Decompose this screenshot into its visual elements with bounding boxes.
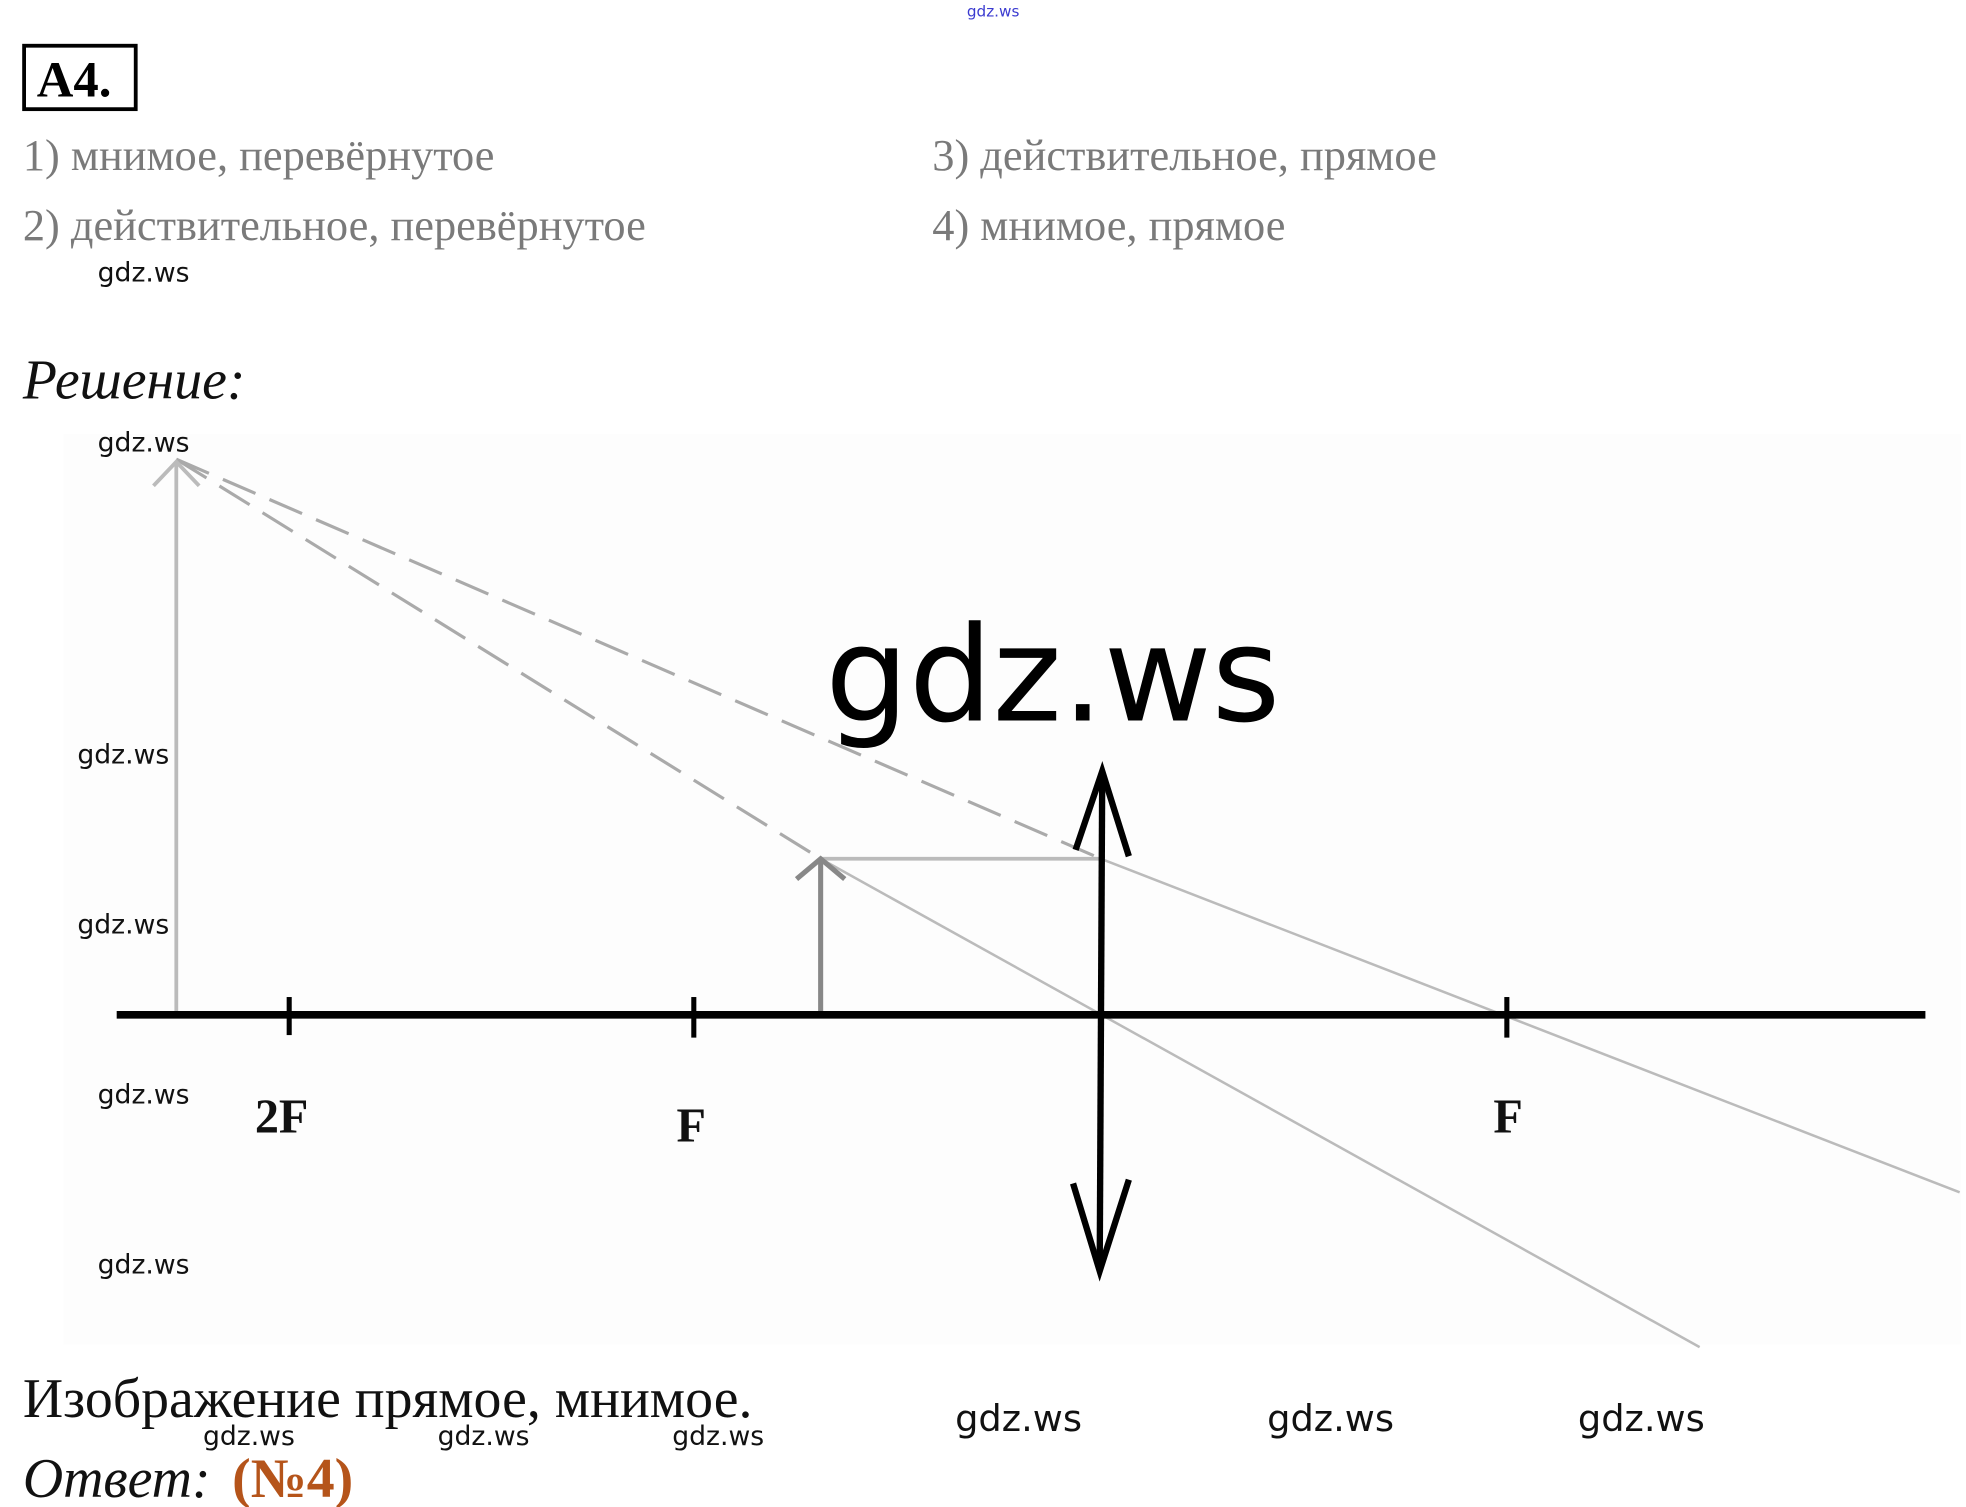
option-1: 1) мнимое, перевёрнутое xyxy=(23,130,495,180)
lens-bottom-arrow-icon xyxy=(1070,1178,1132,1282)
dashed-extension-center xyxy=(175,457,822,861)
watermark: gdz.ws xyxy=(203,1421,295,1452)
option-3: 3) действительное, прямое xyxy=(932,130,1437,180)
dashed-extension-focus xyxy=(175,457,1102,861)
lens-diagram: 2F F F gdz.ws xyxy=(63,433,1961,1349)
watermark: gdz.ws xyxy=(98,1250,190,1281)
watermark: gdz.ws xyxy=(98,258,190,289)
watermark: gdz.ws xyxy=(77,910,169,941)
object-arrowhead-icon xyxy=(794,855,847,882)
option-4: 4) мнимое, прямое xyxy=(932,200,1285,250)
lens-top-arrow-icon xyxy=(1072,761,1132,858)
converging-lens xyxy=(1096,771,1106,1272)
watermark: gdz.ws xyxy=(1578,1397,1705,1440)
watermark-top: gdz.ws xyxy=(967,3,1020,21)
option-2: 2) действительное, перевёрнутое xyxy=(23,200,646,250)
refracted-ray-through-focus xyxy=(1100,857,1961,1194)
watermark: gdz.ws xyxy=(672,1421,764,1452)
task-number: A4. xyxy=(37,51,112,107)
task-number-box: A4. xyxy=(22,43,138,112)
watermark: gdz.ws xyxy=(1267,1397,1394,1440)
watermark: gdz.ws xyxy=(98,428,190,459)
watermark: gdz.ws xyxy=(955,1397,1082,1440)
answer-value: (№4) xyxy=(232,1448,353,1507)
conclusion-text: Изображение прямое, мнимое. xyxy=(23,1368,753,1430)
answer-label: Ответ: xyxy=(23,1448,211,1507)
watermark: gdz.ws xyxy=(98,1080,190,1111)
ray-through-center xyxy=(820,857,1701,1349)
diagram-background xyxy=(63,433,1961,1345)
solution-heading: Решение: xyxy=(22,349,246,411)
big-watermark: gdz.ws xyxy=(825,600,1280,753)
label-2f: 2F xyxy=(255,1091,309,1144)
label-f-right: F xyxy=(1493,1091,1522,1144)
label-f-left: F xyxy=(677,1100,706,1153)
watermark: gdz.ws xyxy=(77,740,169,771)
virtual-image-arrowhead-icon xyxy=(152,459,201,488)
watermark: gdz.ws xyxy=(438,1421,530,1452)
